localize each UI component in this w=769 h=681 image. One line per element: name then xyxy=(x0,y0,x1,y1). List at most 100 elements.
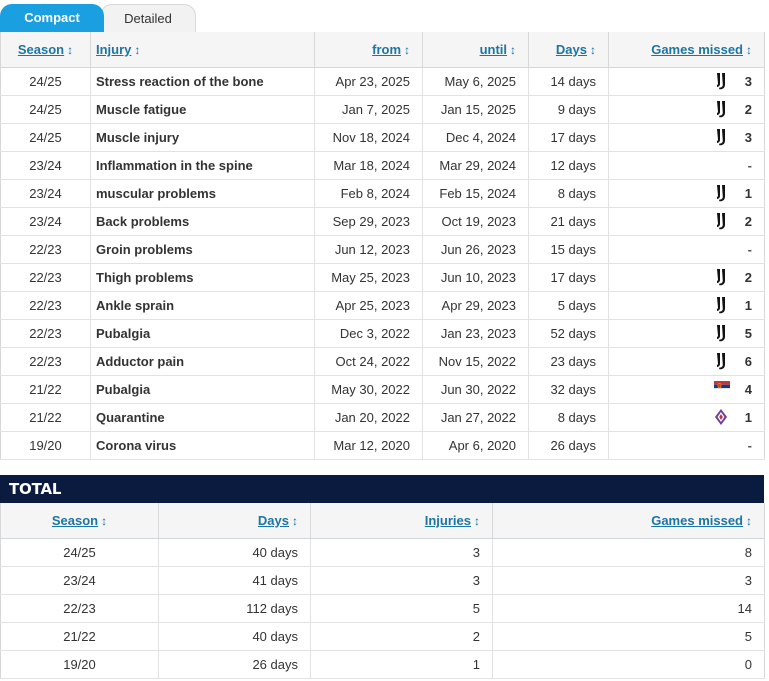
games-missed-cell: 1 xyxy=(608,291,765,320)
total-section-title: TOTAL xyxy=(0,475,764,503)
total-days-cell: 26 days xyxy=(158,650,311,679)
season-cell: 22/23 xyxy=(0,319,91,348)
injury-table-header: Season ↕ Injury ↕ from ↕ until ↕ Days ↕ Games… xyxy=(0,32,765,68)
tab-compact[interactable]: Compact xyxy=(0,4,104,32)
juventus-logo-icon[interactable] xyxy=(714,100,728,118)
games-missed-cell: 2 xyxy=(608,95,765,124)
games-missed-cell: 3 xyxy=(608,123,765,152)
sort-icon: ↕ xyxy=(134,42,141,57)
season-cell: 21/22 xyxy=(0,375,91,404)
total-injuries-column-header[interactable]: Injuries ↕ xyxy=(310,503,493,539)
from-sort-link[interactable]: from xyxy=(372,41,401,57)
days-sort-link[interactable]: Days xyxy=(555,41,587,57)
total-games-missed-cell: 3 xyxy=(492,566,765,595)
until-date-cell: Jun 26, 2023 xyxy=(422,235,529,264)
table-row: 19/20 Corona virus Mar 12, 2020 Apr 6, 2020… xyxy=(0,431,765,460)
until-date-cell: May 6, 2025 xyxy=(422,67,529,96)
until-date-cell: Apr 29, 2023 xyxy=(422,291,529,320)
until-date-cell: Jun 10, 2023 xyxy=(422,263,529,292)
until-date-cell: Jan 15, 2025 xyxy=(422,95,529,124)
total-days-column-header[interactable]: Days ↕ xyxy=(158,503,311,539)
juventus-logo-icon[interactable] xyxy=(714,72,728,90)
total-table-header: Season ↕ Days ↕ Injuries ↕ Games missed ↕ xyxy=(0,503,765,539)
total-games-missed-sort-link[interactable]: Games missed xyxy=(651,512,743,528)
injury-name-cell: muscular problems xyxy=(90,179,315,208)
total-days-cell: 40 days xyxy=(158,538,311,567)
serbia-flag-icon[interactable] xyxy=(713,380,731,398)
from-date-cell: Apr 25, 2023 xyxy=(314,291,423,320)
total-games-missed-cell: 14 xyxy=(492,594,765,623)
table-row: 21/22 Quarantine Jan 20, 2022 Jan 27, 2022 8… xyxy=(0,403,765,432)
table-row: 24/25 Muscle fatigue Jan 7, 2025 Jan 15, 20… xyxy=(0,95,765,124)
total-season-column-header[interactable]: Season ↕ xyxy=(0,503,159,539)
days-column-header[interactable]: Days ↕ xyxy=(528,32,609,68)
until-date-cell: Jun 30, 2022 xyxy=(422,375,529,404)
sort-icon: ↕ xyxy=(67,42,74,57)
juventus-logo-icon[interactable] xyxy=(714,296,728,314)
tab-detailed[interactable]: Detailed xyxy=(100,4,196,32)
total-table: Season ↕ Days ↕ Injuries ↕ Games missed ↕ 24… xyxy=(0,503,765,679)
injury-name-cell: Quarantine xyxy=(90,403,315,432)
days-cell: 9 days xyxy=(528,95,609,124)
table-row: 24/25 Stress reaction of the bone Apr 23, … xyxy=(0,67,765,96)
total-games-missed-cell: 0 xyxy=(492,650,765,679)
games-missed-value: 3 xyxy=(744,73,752,89)
games-missed-sort-link[interactable]: Games missed xyxy=(651,41,743,57)
injury-column-header[interactable]: Injury ↕ xyxy=(90,32,315,68)
table-row: 21/22 Pubalgia May 30, 2022 Jun 30, 2022 32 … xyxy=(0,375,765,404)
from-date-cell: May 25, 2023 xyxy=(314,263,423,292)
injury-name-cell: Muscle injury xyxy=(90,123,315,152)
season-column-header[interactable]: Season ↕ xyxy=(0,32,91,68)
juventus-logo-icon[interactable] xyxy=(714,128,728,146)
days-cell: 21 days xyxy=(528,207,609,236)
juventus-logo-icon[interactable] xyxy=(714,212,728,230)
total-injuries-cell: 3 xyxy=(310,538,493,567)
games-missed-value: 6 xyxy=(744,353,752,369)
sort-icon: ↕ xyxy=(101,513,108,528)
total-injuries-cell: 3 xyxy=(310,566,493,595)
injury-name-cell: Inflammation in the spine xyxy=(90,151,315,180)
until-date-cell: Dec 4, 2024 xyxy=(422,123,529,152)
total-games-missed-column-header[interactable]: Games missed ↕ xyxy=(492,503,765,539)
until-column-header[interactable]: until ↕ xyxy=(422,32,529,68)
from-date-cell: Jan 20, 2022 xyxy=(314,403,423,432)
view-tabs: Detailed Compact xyxy=(0,0,769,32)
until-sort-link[interactable]: until xyxy=(479,41,507,57)
total-season-cell: 21/22 xyxy=(0,622,159,651)
juventus-logo-icon[interactable] xyxy=(714,324,728,342)
total-season-cell: 19/20 xyxy=(0,650,159,679)
injury-name-cell: Thigh problems xyxy=(90,263,315,292)
juventus-logo-icon[interactable] xyxy=(714,268,728,286)
juventus-logo-icon[interactable] xyxy=(714,352,728,370)
season-cell: 23/24 xyxy=(0,179,91,208)
days-cell: 52 days xyxy=(528,319,609,348)
total-season-sort-link[interactable]: Season xyxy=(51,512,99,528)
from-date-cell: Mar 12, 2020 xyxy=(314,431,423,460)
from-date-cell: Sep 29, 2023 xyxy=(314,207,423,236)
sort-icon: ↕ xyxy=(510,42,516,57)
total-table-row: 19/20 26 days 1 0 xyxy=(0,650,765,679)
from-column-header[interactable]: from ↕ xyxy=(314,32,423,68)
games-missed-cell: 5 xyxy=(608,319,765,348)
sort-icon: ↕ xyxy=(590,42,596,57)
injury-name-cell: Pubalgia xyxy=(90,375,315,404)
games-missed-value: 3 xyxy=(744,129,752,145)
from-date-cell: Oct 24, 2022 xyxy=(314,347,423,376)
season-cell: 19/20 xyxy=(0,431,91,460)
injury-sort-link[interactable]: Injury xyxy=(96,41,132,57)
sort-icon: ↕ xyxy=(746,42,752,57)
injury-name-cell: Adductor pain xyxy=(90,347,315,376)
games-missed-column-header[interactable]: Games missed ↕ xyxy=(608,32,765,68)
until-date-cell: Oct 19, 2023 xyxy=(422,207,529,236)
season-sort-link[interactable]: Season xyxy=(17,41,65,57)
injury-name-cell: Corona virus xyxy=(90,431,315,460)
total-injuries-sort-link[interactable]: Injuries xyxy=(424,512,471,528)
fiorentina-logo-icon[interactable] xyxy=(714,408,728,426)
days-cell: 26 days xyxy=(528,431,609,460)
total-days-sort-link[interactable]: Days xyxy=(257,512,289,528)
games-missed-cell: 6 xyxy=(608,347,765,376)
games-missed-cell: 4 xyxy=(608,375,765,404)
juventus-logo-icon[interactable] xyxy=(714,184,728,202)
until-date-cell: Feb 15, 2024 xyxy=(422,179,529,208)
sort-icon: ↕ xyxy=(474,513,480,528)
